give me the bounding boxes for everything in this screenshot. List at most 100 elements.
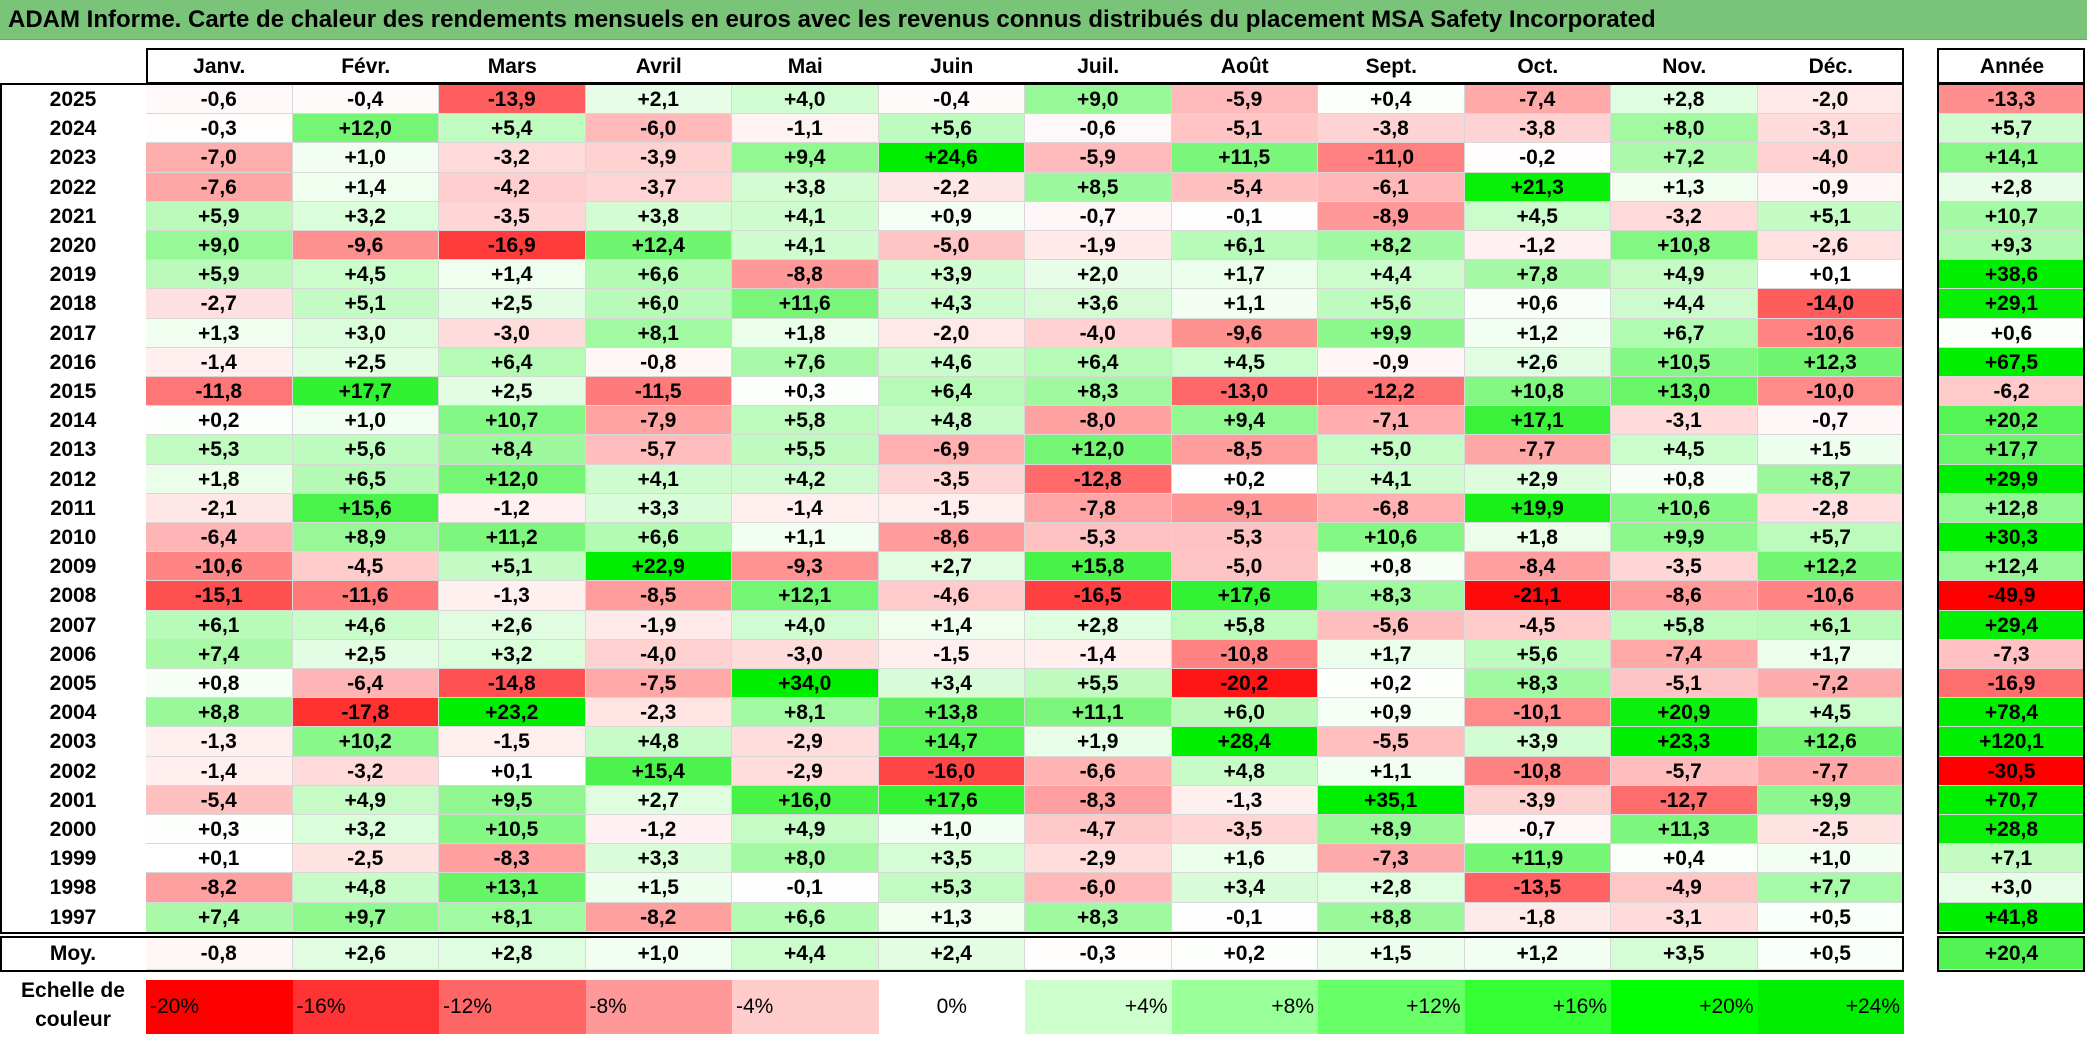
month-header: Juin — [878, 52, 1025, 82]
heatmap-cell: -3,2 — [439, 143, 586, 173]
heatmap-cell: +7,2 — [1611, 143, 1758, 173]
heatmap-cell: +6,4 — [439, 347, 586, 377]
heatmap-cell: +4,9 — [292, 785, 439, 815]
heatmap-cell: +10,5 — [1611, 347, 1758, 377]
heatmap-cell: -1,9 — [585, 610, 732, 640]
heatmap-cell: -8,6 — [878, 523, 1025, 553]
heatmap-cell: +12,1 — [732, 581, 879, 611]
heatmap-cell: +1,9 — [1025, 727, 1172, 757]
year-total-header: Année — [1939, 52, 2085, 82]
month-header: Oct. — [1464, 52, 1611, 82]
heatmap-cell: +12,3 — [1757, 347, 1904, 377]
heatmap-cell: +0,1 — [146, 844, 293, 874]
heatmap-cell: +2,6 — [439, 610, 586, 640]
heatmap-cell: -13,0 — [1171, 377, 1318, 407]
heatmap-cell: +3,8 — [585, 201, 732, 231]
heatmap-cell: -9,3 — [732, 552, 879, 582]
heatmap-cell: -3,9 — [585, 143, 732, 173]
annual-total-cell: +29,4 — [1939, 610, 2085, 640]
heatmap-cell: -4,5 — [292, 552, 439, 582]
heatmap-cell: +4,5 — [1611, 435, 1758, 465]
heatmap-cell: +5,3 — [146, 435, 293, 465]
heatmap-cell: +0,4 — [1318, 85, 1465, 115]
heatmap-cell: +6,6 — [585, 523, 732, 553]
average-cell: +0,5 — [1757, 937, 1904, 970]
heatmap-cell: -5,7 — [1611, 756, 1758, 786]
heatmap-cell: +3,4 — [1171, 873, 1318, 903]
heatmap-cell: +7,4 — [146, 639, 293, 669]
heatmap-cell: -10,0 — [1757, 377, 1904, 407]
year-label: 2004 — [0, 698, 146, 728]
heatmap-cell: +8,3 — [1025, 377, 1172, 407]
heatmap-cell: -1,2 — [585, 815, 732, 845]
month-header: Juil. — [1025, 52, 1172, 82]
heatmap-cell: +1,4 — [292, 172, 439, 202]
heatmap-cell: +8,3 — [1025, 902, 1172, 932]
heatmap-cell: +0,4 — [1611, 844, 1758, 874]
heatmap-cell: -7,7 — [1757, 756, 1904, 786]
heatmap-cell: -12,8 — [1025, 464, 1172, 494]
heatmap-cell: +9,4 — [732, 143, 879, 173]
heatmap-cell: +8,1 — [439, 902, 586, 932]
heatmap-cell: +8,3 — [1318, 581, 1465, 611]
heatmap-cell: +6,1 — [1757, 610, 1904, 640]
heatmap-cell: +1,4 — [878, 610, 1025, 640]
average-cell: +4,4 — [732, 937, 879, 970]
year-label: 2012 — [0, 464, 146, 494]
heatmap-cell: +9,9 — [1757, 785, 1904, 815]
heatmap-cell: -5,4 — [146, 785, 293, 815]
heatmap-cell: +4,1 — [732, 231, 879, 261]
average-cell: +2,6 — [292, 937, 439, 970]
heatmap-cell: -1,1 — [732, 114, 879, 144]
heatmap-cell: +4,1 — [585, 464, 732, 494]
heatmap-cell: +0,1 — [1757, 260, 1904, 290]
heatmap-cell: +1,0 — [292, 406, 439, 436]
heatmap-cell: -0,2 — [1464, 143, 1611, 173]
annual-total-cell: +12,4 — [1939, 552, 2085, 582]
heatmap-cell: +4,4 — [1611, 289, 1758, 319]
heatmap-cell: +2,0 — [1025, 260, 1172, 290]
heatmap-cell: +2,9 — [1464, 464, 1611, 494]
heatmap-cell: +1,0 — [1757, 844, 1904, 874]
heatmap-cell: +2,5 — [292, 639, 439, 669]
average-cell: +3,5 — [1611, 937, 1758, 970]
heatmap-cell: +34,0 — [732, 669, 879, 699]
heatmap-cell: -11,0 — [1318, 143, 1465, 173]
heatmap-cell: +3,6 — [1025, 289, 1172, 319]
heatmap-cell: +5,6 — [292, 435, 439, 465]
annual-total-cell: -6,2 — [1939, 377, 2085, 407]
heatmap-cell: +10,6 — [1611, 493, 1758, 523]
heatmap-cell: +5,6 — [1464, 639, 1611, 669]
heatmap-cell: +2,5 — [439, 377, 586, 407]
heatmap-cell: -5,7 — [585, 435, 732, 465]
heatmap-cell: +1,3 — [146, 318, 293, 348]
heatmap-cell: -0,6 — [146, 85, 293, 115]
year-label: 2002 — [0, 756, 146, 786]
average-row-label: Moy. — [0, 937, 146, 970]
heatmap-cell: +8,7 — [1757, 464, 1904, 494]
heatmap-cell: +4,8 — [292, 873, 439, 903]
heatmap-cell: -11,8 — [146, 377, 293, 407]
heatmap-cell: +17,7 — [292, 377, 439, 407]
heatmap-cell: -3,5 — [439, 201, 586, 231]
heatmap-cell: +2,8 — [1611, 85, 1758, 115]
heatmap-cell: +5,1 — [292, 289, 439, 319]
annual-total-cell: +29,9 — [1939, 464, 2085, 494]
heatmap-cell: -12,2 — [1318, 377, 1465, 407]
heatmap-cell: -3,9 — [1464, 785, 1611, 815]
heatmap-cell: +23,2 — [439, 698, 586, 728]
legend-label-line2: couleur — [35, 1008, 111, 1031]
heatmap-cell: -8,5 — [585, 581, 732, 611]
heatmap-cell: +3,8 — [732, 172, 879, 202]
heatmap-cell: +1,1 — [1171, 289, 1318, 319]
heatmap-cell: -3,8 — [1464, 114, 1611, 144]
heatmap-cell: -8,2 — [146, 873, 293, 903]
year-label: 2022 — [0, 172, 146, 202]
heatmap-cell: -7,9 — [585, 406, 732, 436]
heatmap-cell: -10,8 — [1464, 756, 1611, 786]
heatmap-cell: +6,5 — [292, 464, 439, 494]
heatmap-cell: +0,3 — [146, 815, 293, 845]
heatmap-cell: -5,6 — [1318, 610, 1465, 640]
heatmap-cell: +5,5 — [1025, 669, 1172, 699]
heatmap-cell: -14,8 — [439, 669, 586, 699]
